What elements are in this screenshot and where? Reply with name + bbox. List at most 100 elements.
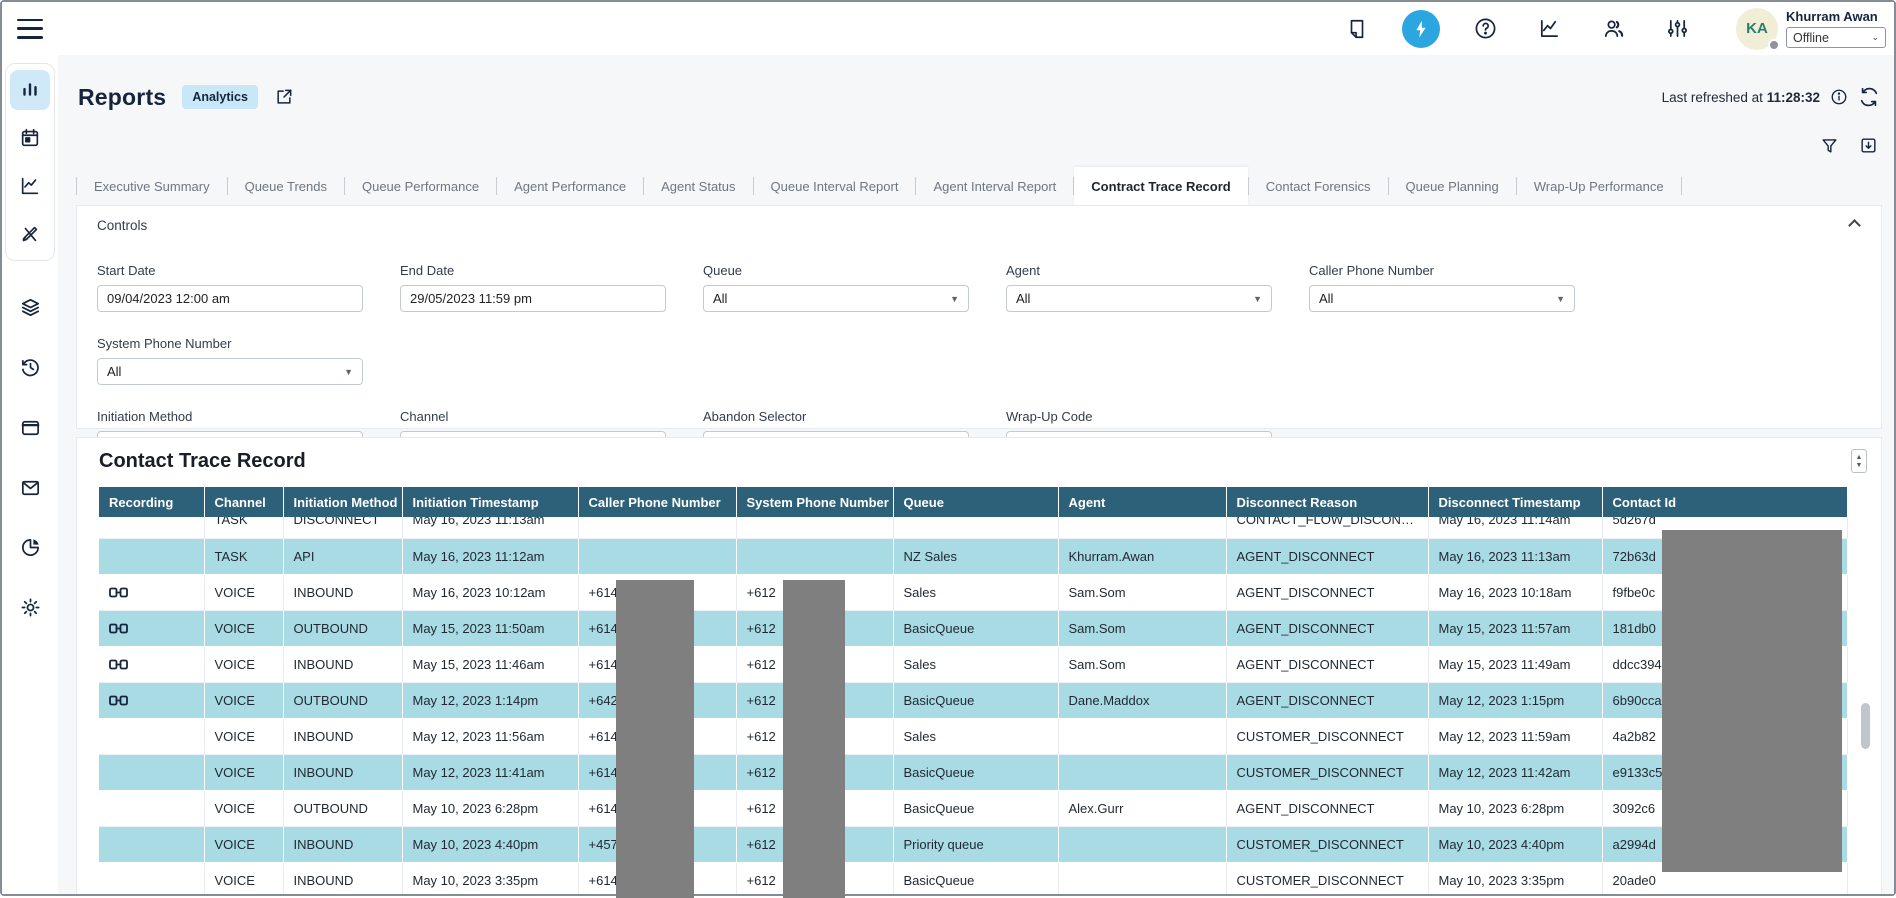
external-link-icon[interactable] [274, 87, 294, 107]
scroll-down-icon[interactable]: ▼ [1855, 461, 1863, 469]
table-row[interactable]: VOICE INBOUND May 15, 2023 11:46am +614 +612… [99, 646, 1848, 683]
column-header-queue[interactable]: Queue [893, 487, 1059, 517]
filter-icon[interactable] [1820, 136, 1839, 155]
table-row[interactable]: VOICE OUTBOUND May 10, 2023 6:28pm +614 +612… [99, 790, 1848, 827]
sidebar-item-history[interactable] [10, 347, 50, 387]
cell-channel: VOICE [204, 718, 284, 755]
input-end-date[interactable]: 29/05/2023 11:59 pm [400, 285, 666, 312]
tab-executive-summary[interactable]: Executive Summary [94, 178, 210, 194]
sidebar-item-design[interactable] [10, 214, 50, 254]
cell-disconnect_reason: CUSTOMER_DISCONNECT [1226, 718, 1429, 755]
table-row[interactable]: VOICE INBOUND May 10, 2023 4:40pm +457 +612 P… [99, 826, 1848, 863]
filter-label: Start Date [97, 263, 156, 278]
sidebar-item-window[interactable] [10, 407, 50, 447]
tab-agent-interval-report[interactable]: Agent Interval Report [933, 178, 1057, 194]
recording-icon[interactable] [109, 585, 128, 600]
recording-icon[interactable] [109, 693, 128, 708]
cell-queue: NZ Sales [893, 538, 1059, 575]
select-caller-phone-number[interactable]: All ▼ [1309, 285, 1575, 312]
tab-queue-interval-report[interactable]: Queue Interval Report [770, 178, 899, 194]
sidebar-item-reports[interactable] [10, 70, 50, 110]
column-header-caller[interactable]: Caller Phone Number [578, 487, 737, 517]
table-row[interactable]: VOICE INBOUND May 10, 2023 3:35pm +614 +612 B… [99, 862, 1848, 894]
table-row[interactable]: VOICE INBOUND May 16, 2023 10:12am +614 +612… [99, 574, 1848, 611]
sidebar-item-trends[interactable] [10, 166, 50, 206]
help-icon[interactable] [1466, 10, 1504, 48]
sidebar-item-schedule[interactable] [10, 118, 50, 158]
filter-value: All [1016, 291, 1031, 306]
note-icon[interactable] [1338, 10, 1376, 48]
status-dropdown[interactable]: Offline ⌄ [1786, 27, 1886, 48]
column-header-disconnect_timestamp[interactable]: Disconnect Timestamp [1428, 487, 1603, 517]
column-header-recording[interactable]: Recording [99, 487, 205, 517]
table-row[interactable]: VOICE INBOUND May 12, 2023 11:41am +614 +612… [99, 754, 1848, 791]
sliders-icon[interactable] [1658, 10, 1696, 48]
cell-recording [99, 610, 205, 647]
last-refreshed-time: 11:28:32 [1766, 89, 1820, 105]
column-header-agent[interactable]: Agent [1058, 487, 1227, 517]
table-row[interactable]: TASK API May 16, 2023 11:12am NZ Sales Khurr… [99, 538, 1848, 575]
cell-disconnect_reason: CUSTOMER_DISCONNECT [1226, 826, 1429, 863]
input-start-date[interactable]: 09/04/2023 12:00 am [97, 285, 363, 312]
column-header-system[interactable]: System Phone Number [736, 487, 894, 517]
info-icon[interactable] [1830, 88, 1848, 106]
tab-contact-forensics[interactable]: Contact Forensics [1265, 178, 1371, 194]
sidebar-item-dashboards[interactable] [10, 527, 50, 567]
user-chip: KA Khurram Awan Offline ⌄ [1736, 7, 1886, 51]
column-header-disconnect_reason[interactable]: Disconnect Reason [1226, 487, 1429, 517]
table-scrollbar-thumb[interactable] [1861, 703, 1870, 749]
cell-caller: +642 [578, 682, 737, 719]
cell-channel: VOICE [204, 646, 284, 683]
hamburger-menu-icon[interactable] [17, 18, 43, 39]
cell-initiation_method: API [283, 538, 403, 575]
collapse-chevron-up-icon[interactable] [1848, 219, 1861, 232]
column-header-initiation_timestamp[interactable]: Initiation Timestamp [402, 487, 579, 517]
tab-agent-performance[interactable]: Agent Performance [514, 178, 627, 194]
select-agent[interactable]: All ▼ [1006, 285, 1272, 312]
tab-agent-status[interactable]: Agent Status [661, 178, 736, 194]
column-header-initiation_method[interactable]: Initiation Method [283, 487, 403, 517]
tab-contract-trace-record[interactable]: Contract Trace Record [1074, 167, 1248, 205]
sidebar-item-mail[interactable] [10, 467, 50, 507]
filter-label: Agent [1006, 263, 1040, 278]
tab-queue-planning[interactable]: Queue Planning [1405, 178, 1499, 194]
filter-label: System Phone Number [97, 336, 232, 351]
recording-icon[interactable] [109, 621, 128, 636]
cell-channel: VOICE [204, 862, 284, 894]
cell-disconnect_reason: CUSTOMER_DISCONNECT [1226, 754, 1429, 791]
table-scroll-stepper[interactable]: ▲ ▼ [1851, 449, 1867, 473]
line-chart-icon[interactable] [1530, 10, 1568, 48]
table-row[interactable]: TASK DISCONNECT May 16, 2023 11:13am CONTAC… [99, 517, 1848, 539]
table-row[interactable]: VOICE OUTBOUND May 12, 2023 1:14pm +642 +612… [99, 682, 1848, 719]
tab-wrap-up-performance[interactable]: Wrap-Up Performance [1533, 178, 1664, 194]
table-header-row: Recording Channel Initiation Method Initiat… [99, 487, 1848, 517]
select-system-phone-number[interactable]: All ▼ [97, 358, 363, 385]
refresh-icon[interactable] [1858, 86, 1880, 108]
tab-separator [343, 177, 345, 195]
tab-separator [1387, 177, 1389, 195]
cell-disconnect_timestamp: May 15, 2023 11:49am [1428, 646, 1603, 683]
filter-value: All [713, 291, 728, 306]
chevron-down-icon: ▼ [1556, 293, 1565, 304]
people-icon[interactable] [1594, 10, 1632, 48]
recording-icon[interactable] [109, 657, 128, 672]
select-queue[interactable]: All ▼ [703, 285, 969, 312]
table-row[interactable]: VOICE OUTBOUND May 15, 2023 11:50am +614 +61… [99, 610, 1848, 647]
table-row[interactable]: VOICE INBOUND May 12, 2023 11:56am +614 +612… [99, 718, 1848, 755]
download-icon[interactable] [1859, 136, 1878, 155]
column-header-contact_id[interactable]: Contact Id [1602, 487, 1848, 517]
column-header-channel[interactable]: Channel [204, 487, 284, 517]
filter-label: Channel [400, 409, 449, 424]
cell-disconnect_timestamp: May 12, 2023 11:42am [1428, 754, 1603, 791]
tab-queue-trends[interactable]: Queue Trends [244, 178, 327, 194]
sidebar-group [5, 63, 55, 261]
filter-end-date: End Date 29/05/2023 11:59 pm [400, 263, 666, 312]
cell-channel: VOICE [204, 574, 284, 611]
sidebar-item-layers[interactable] [10, 287, 50, 327]
scroll-up-icon[interactable]: ▲ [1855, 453, 1863, 461]
lightning-icon[interactable] [1402, 9, 1440, 48]
tab-queue-performance[interactable]: Queue Performance [361, 178, 480, 194]
contact-trace-table: Recording Channel Initiation Method Initiat… [99, 487, 1848, 894]
status-dot [1768, 38, 1780, 51]
sidebar-item-settings[interactable] [10, 587, 50, 627]
